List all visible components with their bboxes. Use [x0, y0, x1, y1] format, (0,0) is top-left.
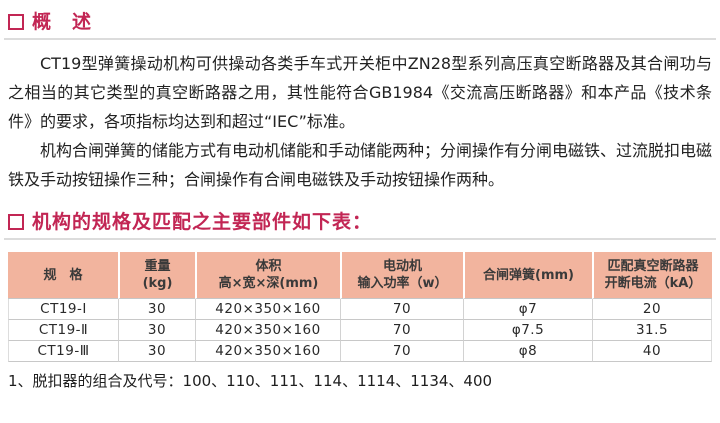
cell-motor-power: 70 [340, 299, 463, 320]
cell-weight: 30 [118, 341, 195, 362]
cell-weight: 30 [118, 299, 195, 320]
header-line: 重量 [144, 259, 171, 274]
header-cell-motor-power: 电动机 输入功率（w） [340, 252, 463, 299]
spec-table-header-row: 规 格 重量 (kg) 体积 高×宽×深(mm) 电动机 输入功率（w） 合闸弹… [8, 252, 712, 299]
header-line: 合闸弹簧(mm) [483, 267, 574, 283]
square-outline-icon [8, 14, 24, 30]
table-row: CT19-Ⅲ 30 420×350×160 70 φ8 40 [8, 341, 712, 362]
cell-volume: 420×350×160 [195, 299, 340, 320]
header-cell-breaker-current: 匹配真空断路器 开断电流（kA） [592, 252, 712, 299]
spec-table-head: 规 格 重量 (kg) 体积 高×宽×深(mm) 电动机 输入功率（w） 合闸弹… [8, 252, 712, 299]
cell-weight: 30 [118, 320, 195, 341]
cell-model: CT19-Ⅱ [8, 320, 118, 341]
header-line: 规 格 [43, 267, 83, 283]
cell-breaking-current: 31.5 [592, 320, 712, 341]
overview-body: CT19型弹簧操动机构可供操动各类手车式开关柜中ZN28型系列高压真空断路器及其… [8, 49, 712, 194]
spec-section-title: 机构的规格及匹配之主要部件如下表： [32, 211, 373, 233]
section-divider [4, 238, 716, 240]
cell-volume: 420×350×160 [195, 320, 340, 341]
cell-model: CT19-Ⅲ [8, 341, 118, 362]
spec-section-header: 机构的规格及匹配之主要部件如下表： [0, 210, 720, 234]
cell-volume: 420×350×160 [195, 341, 340, 362]
overview-paragraph-1: CT19型弹簧操动机构可供操动各类手车式开关柜中ZN28型系列高压真空断路器及其… [8, 54, 712, 131]
overview-paragraph-2: 机构合闸弹簧的储能方式有电动机储能和手动储能两种；分闸操作有分闸电磁铁、过流脱扣… [8, 141, 713, 189]
header-cell-closing-spring: 合闸弹簧(mm) [463, 252, 592, 299]
header-line: (kg) [142, 276, 173, 291]
table-row: CT19-Ⅰ 30 420×350×160 70 φ7 20 [8, 299, 712, 320]
cell-motor-power: 70 [340, 341, 463, 362]
trip-unit-footnote: 1、脱扣器的组合及代号：100、110、111、114、1114、1134、40… [8, 372, 493, 390]
cell-model: CT19-Ⅰ [8, 299, 118, 320]
cell-closing-spring: φ7 [463, 299, 592, 320]
spec-table-body: CT19-Ⅰ 30 420×350×160 70 φ7 20 CT19-Ⅱ 30… [8, 299, 712, 362]
header-cell-spec: 规 格 [8, 252, 118, 299]
header-line: 体积 [255, 259, 282, 274]
cell-closing-spring: φ7.5 [463, 320, 592, 341]
cell-breaking-current: 20 [592, 299, 712, 320]
cell-motor-power: 70 [340, 320, 463, 341]
table-row: CT19-Ⅱ 30 420×350×160 70 φ7.5 31.5 [8, 320, 712, 341]
spec-table: 规 格 重量 (kg) 体积 高×宽×深(mm) 电动机 输入功率（w） 合闸弹… [8, 252, 712, 362]
header-line: 电动机 [382, 259, 422, 274]
header-line: 输入功率（w） [357, 276, 448, 291]
header-line: 开断电流（kA） [604, 276, 702, 291]
header-line: 高×宽×深(mm) [218, 276, 319, 291]
header-cell-weight: 重量 (kg) [118, 252, 195, 299]
cell-closing-spring: φ8 [463, 341, 592, 362]
overview-title: 概 述 [32, 11, 93, 33]
cell-breaking-current: 40 [592, 341, 712, 362]
header-line: 匹配真空断路器 [607, 259, 699, 274]
overview-section-header: 概 述 [0, 0, 720, 34]
header-cell-volume: 体积 高×宽×深(mm) [195, 252, 340, 299]
square-outline-icon [8, 214, 24, 230]
section-divider [4, 38, 716, 40]
